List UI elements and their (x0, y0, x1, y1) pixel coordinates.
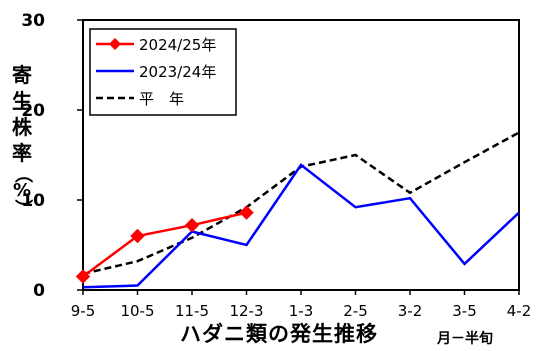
x-tick-label: 3-5 (452, 302, 477, 320)
y-axis-title-char: ） (12, 199, 33, 217)
x-axis: 9-5 10-5 11-5 12-3 1-3 2-5 3-2 3-5 4-2 (71, 290, 532, 320)
y-axis-title-char: 率 (12, 141, 32, 165)
y-tick-label: 0 (33, 281, 45, 301)
x-tick-label: 12-3 (229, 302, 263, 320)
y-axis-title-char: （ (12, 165, 33, 183)
y-tick-label: 30 (21, 11, 45, 31)
x-tick-label: 4-2 (507, 302, 532, 320)
legend-label: 平 年 (139, 90, 184, 108)
y-axis-title-char: 生 (12, 89, 32, 113)
legend-label: 2023/24年 (139, 63, 216, 81)
legend-label: 2024/25年 (139, 36, 216, 54)
x-tick-label: 3-2 (398, 302, 423, 320)
y-axis-title-char: % (12, 180, 32, 201)
x-tick-label: 1-3 (289, 302, 314, 320)
x-tick-label: 2-5 (343, 302, 368, 320)
series-point (75, 269, 91, 284)
y-axis-title: 寄生株率（%） (8, 62, 36, 217)
y-tick-label: 10 (21, 191, 45, 211)
x-tick-label: 11-5 (175, 302, 209, 320)
legend-marker (109, 38, 121, 50)
x-axis-title: ハダニ類の発生推移 (180, 322, 378, 346)
x-axis-unit: 月－半旬 (437, 331, 493, 347)
y-axis-title-char: 株 (12, 115, 32, 139)
series-line-0 (82, 211, 247, 278)
series-point (184, 217, 200, 233)
series-point (239, 205, 254, 220)
y-axis: 0 10 20 30 (21, 11, 83, 301)
y-axis-title-char: 寄 (12, 63, 32, 87)
series-line-1 (82, 163, 520, 289)
x-tick-label: 10-5 (120, 302, 154, 320)
series-point (130, 228, 145, 244)
x-tick-label: 9-5 (71, 302, 96, 320)
series-group (75, 131, 520, 289)
y-tick-label: 20 (21, 101, 45, 121)
